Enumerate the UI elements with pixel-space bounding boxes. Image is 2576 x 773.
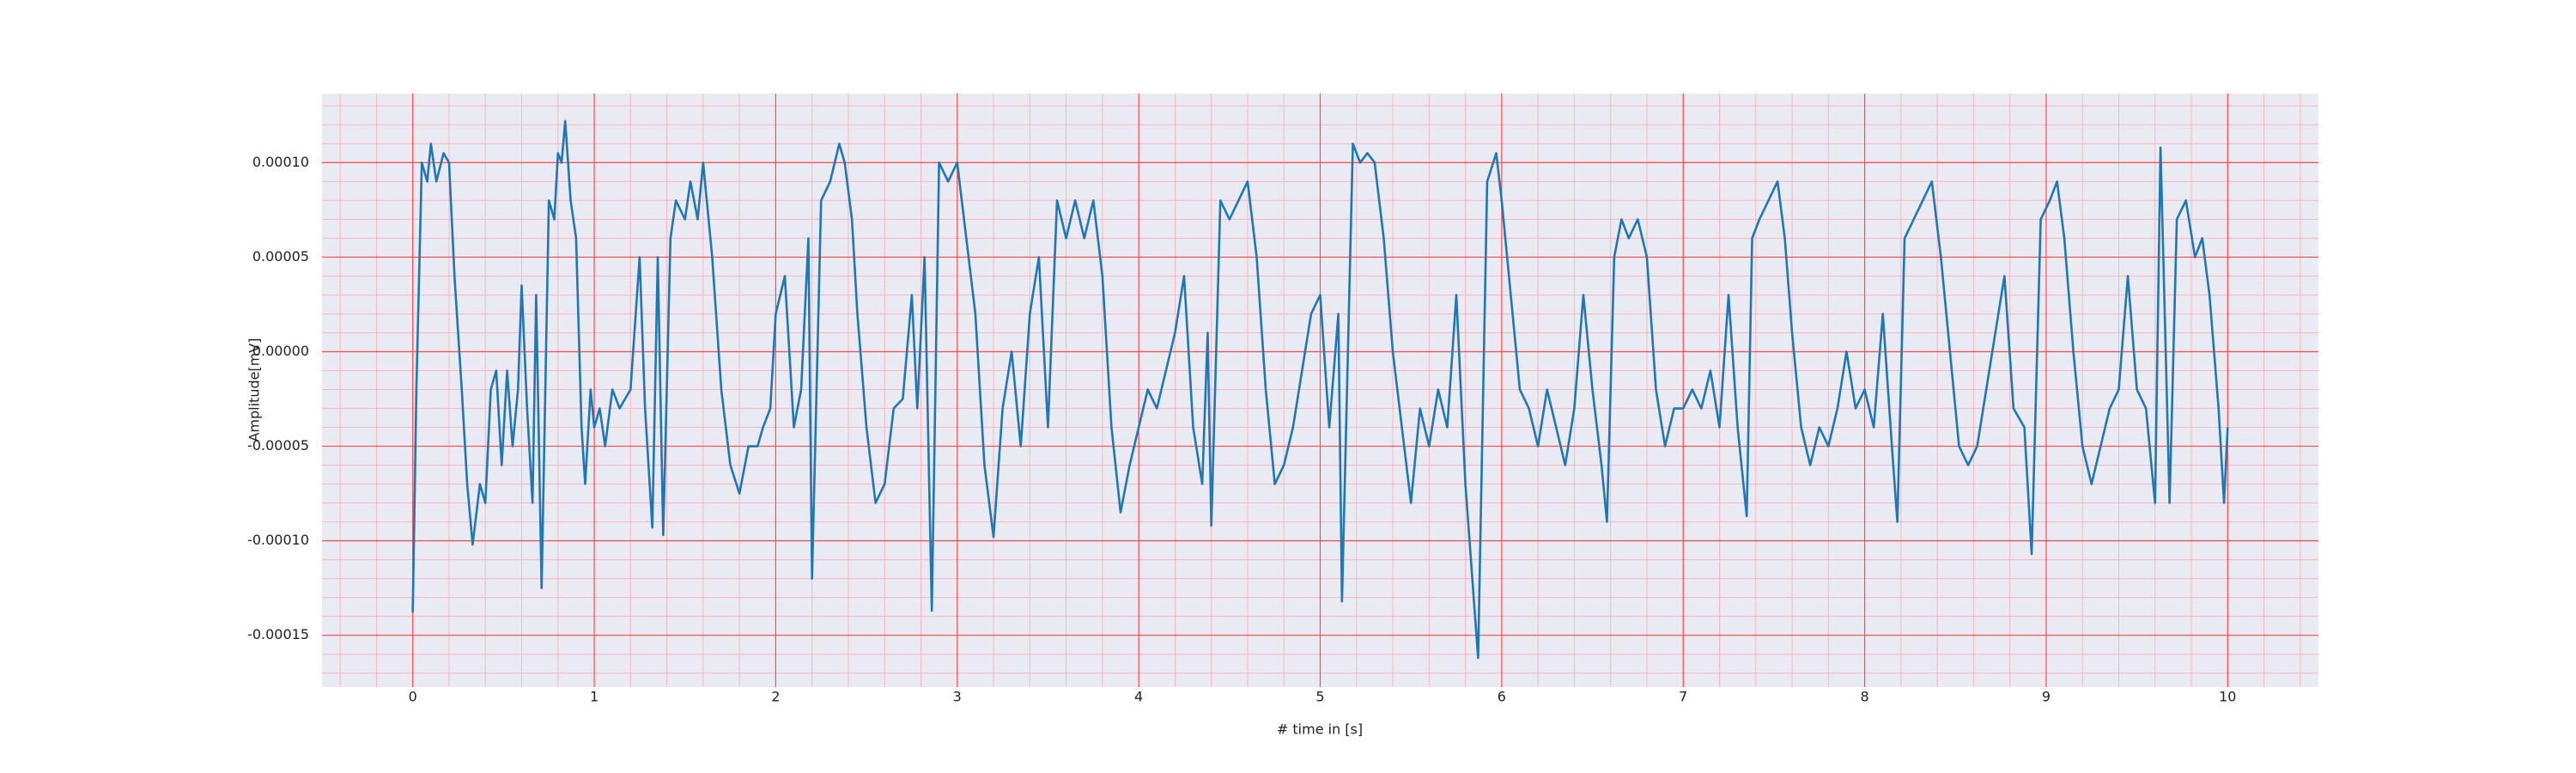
y-tick-label: -0.00005 — [247, 437, 309, 453]
x-tick-label: 4 — [1134, 689, 1143, 705]
x-tick-label: 9 — [2042, 689, 2050, 705]
y-axis-label: Amplitude[mV] — [246, 338, 263, 441]
x-tick-label: 8 — [1860, 689, 1868, 705]
x-tick-label: 7 — [1679, 689, 1687, 705]
x-tick-label: 10 — [2219, 689, 2236, 705]
y-tick-label: -0.00015 — [247, 626, 309, 642]
x-tick-label: 3 — [953, 689, 962, 705]
y-tick-label: -0.00010 — [247, 532, 309, 548]
x-tick-label: 1 — [590, 689, 598, 705]
y-tick-label: 0.00000 — [252, 343, 309, 359]
signal-line — [411, 119, 2229, 660]
data-layer — [411, 119, 2229, 660]
y-tick-label: 0.00010 — [252, 154, 309, 170]
x-axis-label: # time in [s] — [1277, 721, 1363, 738]
x-tick-label: 2 — [771, 689, 780, 705]
x-tick-label: 6 — [1498, 689, 1506, 705]
x-tick-label: 5 — [1315, 689, 1324, 705]
tick-labels: 0 1 2 3 4 5 6 7 8 9 10 -0.00015 -0.00010 -0.00005 0.00… — [247, 154, 2236, 705]
y-tick-label: 0.00005 — [252, 248, 309, 265]
x-tick-label: 0 — [409, 689, 417, 705]
